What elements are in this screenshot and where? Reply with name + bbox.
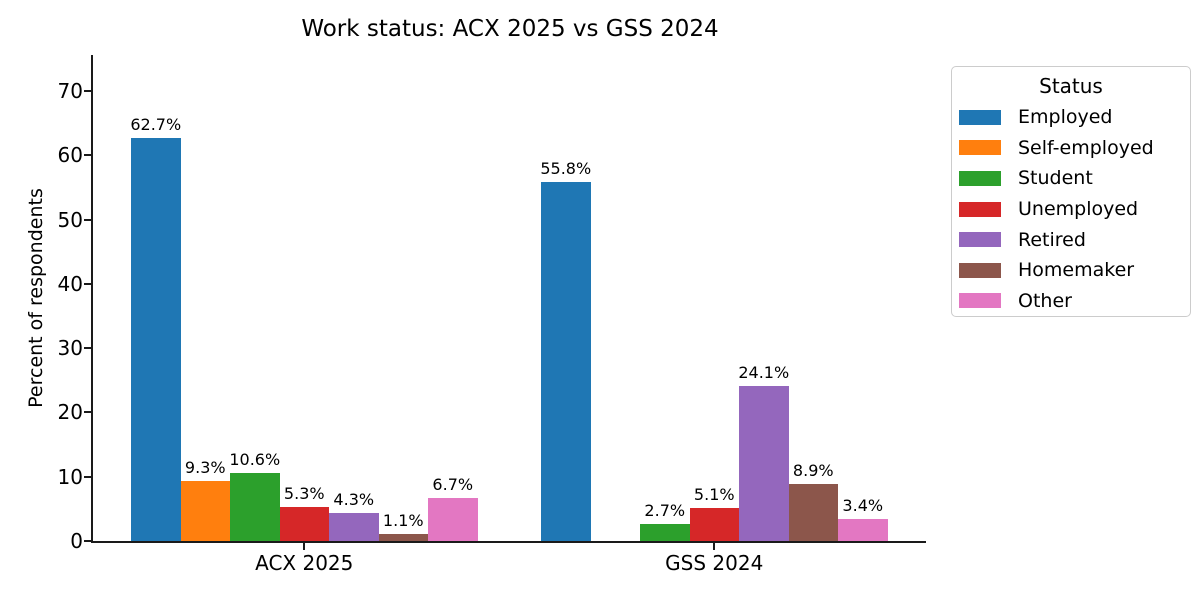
y-tick-mark	[84, 218, 91, 221]
bar-value-label: 24.1%	[738, 363, 790, 383]
y-tick-mark	[84, 540, 91, 542]
plot-area: 62.7% 9.3% 10.6% 5.3% 4.3% 1.1% 6.7% 55.8% 2.7% 5…	[84, 55, 926, 550]
legend-item-label: Self-employed	[1018, 136, 1154, 159]
y-tick-label: 10	[57, 464, 83, 489]
bar-other-acx-2025	[428, 497, 478, 541]
legend-item-employed: Employed	[959, 102, 1183, 133]
legend-swatch	[959, 201, 1001, 217]
legend-item-label: Homemaker	[1018, 259, 1135, 282]
chart-title: Work status: ACX 2025 vs GSS 2024	[301, 16, 719, 42]
bar-value-label: 62.7%	[130, 114, 182, 134]
y-tick-mark	[84, 154, 91, 157]
x-tick-mark	[713, 543, 716, 550]
legend-item-label: Retired	[1018, 228, 1086, 251]
bar-employed-gss-2024	[541, 182, 591, 541]
x-axis-spine	[91, 541, 926, 543]
x-tick-label-gss-2024: GSS 2024	[665, 551, 764, 575]
bar-other-gss-2024	[838, 519, 888, 541]
legend-title: Status	[1039, 74, 1103, 98]
y-tick-mark	[84, 475, 91, 478]
legend-swatch	[959, 170, 1001, 186]
bar-retired-gss-2024	[739, 386, 789, 541]
bar-value-label: 6.7%	[432, 474, 474, 494]
bar-value-label: 3.4%	[842, 496, 884, 516]
legend-items: Employed Self-employed Student Unemployed Re…	[959, 102, 1183, 316]
bar-unemployed-acx-2025	[279, 506, 329, 541]
x-tick-label-acx-2025: ACX 2025	[255, 551, 354, 575]
legend-swatch	[959, 140, 1001, 156]
bar-unemployed-gss-2024	[689, 508, 739, 541]
bar-value-label: 5.1%	[693, 485, 735, 505]
y-tick-mark	[84, 347, 91, 350]
y-tick-label: 60	[57, 143, 83, 168]
legend-item-label: Other	[1018, 289, 1072, 312]
legend-item-label: Unemployed	[1018, 198, 1139, 221]
y-tick-mark	[84, 282, 91, 285]
legend-item-label: Employed	[1018, 106, 1113, 129]
bar-student-acx-2025	[230, 472, 280, 541]
bar-value-label: 4.3%	[333, 490, 375, 510]
bar-value-label: 55.8%	[540, 159, 592, 179]
bar-value-label: 1.1%	[382, 510, 424, 530]
bar-value-label: 5.3%	[283, 483, 325, 503]
bar-value-label: 8.9%	[792, 460, 834, 480]
bar-value-label: 10.6%	[229, 449, 281, 469]
bar-value-label: 9.3%	[184, 458, 226, 478]
legend-swatch	[959, 109, 1001, 125]
legend-item-label: Student	[1018, 167, 1093, 190]
y-tick-label: 70	[57, 79, 83, 103]
bar-value-label: 2.7%	[644, 500, 686, 520]
legend-item-homemaker: Homemaker	[959, 255, 1183, 286]
legend-item-self-employed: Self-employed	[959, 133, 1183, 164]
y-tick-mark	[84, 90, 91, 92]
y-tick-label: 30	[57, 336, 83, 361]
bar-retired-acx-2025	[329, 513, 379, 541]
y-axis-spine	[91, 55, 93, 543]
y-tick-label: 0	[70, 529, 83, 553]
y-tick-mark	[84, 411, 91, 414]
legend-item-unemployed: Unemployed	[959, 194, 1183, 225]
legend-swatch	[959, 293, 1001, 309]
bar-homemaker-gss-2024	[788, 483, 838, 541]
legend: Status Employed Self-employed Student Unemp…	[951, 66, 1191, 317]
legend-swatch	[959, 262, 1001, 278]
legend-item-other: Other	[959, 286, 1183, 317]
bar-student-gss-2024	[640, 523, 690, 541]
bar-self-employed-acx-2025	[180, 481, 230, 541]
y-tick-label: 20	[57, 400, 83, 425]
x-tick-mark	[303, 543, 306, 550]
bar-employed-acx-2025	[131, 137, 181, 541]
legend-item-student: Student	[959, 163, 1183, 194]
legend-item-retired: Retired	[959, 224, 1183, 255]
y-tick-label: 50	[57, 207, 83, 232]
y-tick-label: 40	[57, 271, 83, 296]
bar-homemaker-acx-2025	[378, 533, 428, 541]
legend-swatch	[959, 232, 1001, 248]
